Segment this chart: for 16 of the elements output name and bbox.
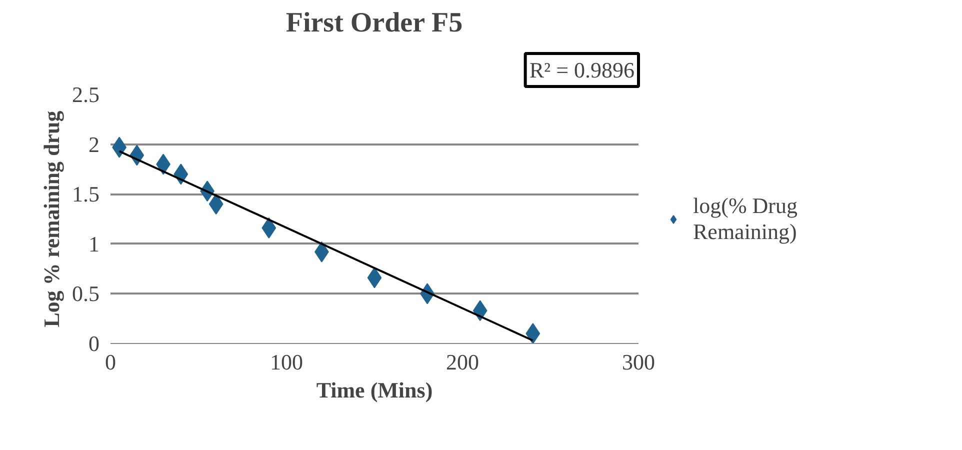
y-tick-label: 0 xyxy=(88,331,100,356)
y-tick-label: 2 xyxy=(88,132,100,157)
point xyxy=(526,323,540,344)
x-axis-title: Time (Mins) xyxy=(316,378,433,402)
y-tick-label: 1.5 xyxy=(72,182,100,207)
legend-label: log(% Drug Remaining) xyxy=(693,192,798,244)
text: R² = 0.9896 xyxy=(529,58,635,82)
y-axis-title: Log % remaining drug xyxy=(39,110,64,328)
x-tick-label: 0 xyxy=(105,350,116,374)
y-tick-label: 1 xyxy=(88,231,100,256)
chart-title: First Order F5 xyxy=(286,8,463,38)
x-tick-label: 100 xyxy=(270,350,303,374)
y-tick-label: 2.5 xyxy=(72,82,100,107)
y-tick-label: 0.5 xyxy=(72,281,100,306)
x-tick-label: 200 xyxy=(446,350,479,374)
x-tick-label: 300 xyxy=(622,350,655,374)
